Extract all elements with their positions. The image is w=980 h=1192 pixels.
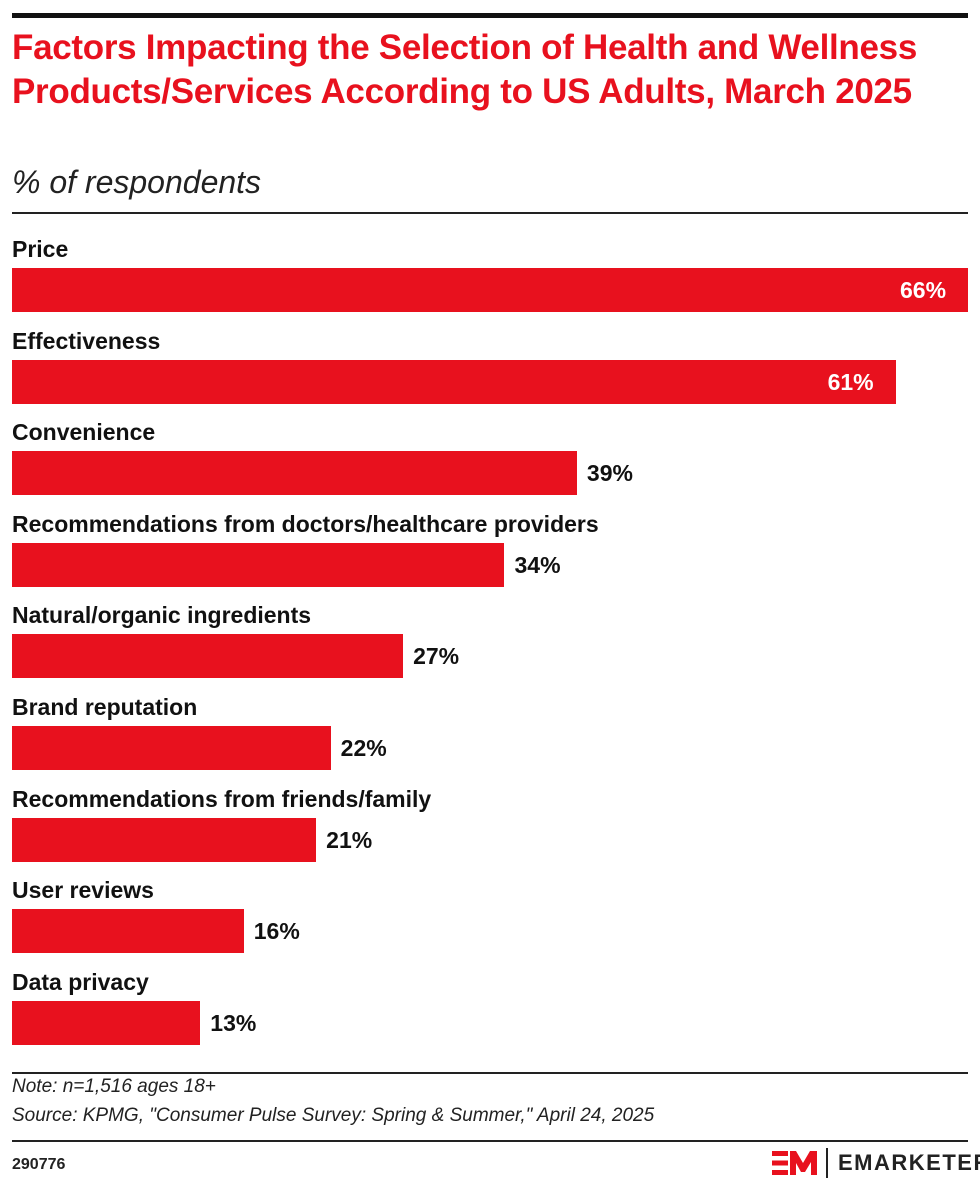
- logo-separator: [826, 1148, 828, 1178]
- value-label: 21%: [326, 826, 373, 853]
- chart-title: Factors Impacting the Selection of Healt…: [12, 28, 918, 111]
- chart-subtitle: % of respondents: [12, 164, 262, 200]
- bar: [12, 542, 505, 587]
- category-label: Natural/organic ingredients: [12, 602, 312, 629]
- em-logo-icon: [772, 1151, 817, 1175]
- note: Note: n=1,516 ages 18+: [12, 1076, 216, 1097]
- bar: [12, 451, 577, 496]
- bar: [12, 268, 968, 312]
- bar: [12, 726, 331, 770]
- header-divider: [12, 212, 968, 214]
- value-label: 66%: [900, 277, 947, 303]
- footer-divider: [12, 1072, 968, 1074]
- bar: [12, 359, 896, 404]
- value-label: 22%: [340, 735, 387, 761]
- category-label: Brand reputation: [12, 694, 198, 720]
- bottom-divider: [12, 1140, 968, 1142]
- bar: [12, 817, 317, 862]
- category-label: Recommendations from friends/family: [12, 785, 432, 812]
- value-label: 34%: [514, 551, 561, 578]
- value-label: 16%: [253, 918, 300, 945]
- emarketer-logo: EMARKETER: [772, 1148, 980, 1178]
- source: Source: KPMG, "Consumer Pulse Survey: Sp…: [12, 1105, 655, 1126]
- category-label: Recommendations from doctors/healthcare …: [12, 510, 599, 537]
- top-bar: [12, 13, 968, 18]
- brand-name: EMARKETER: [838, 1150, 980, 1175]
- bar: [12, 1000, 201, 1045]
- chart-id: 290776: [12, 1156, 66, 1173]
- category-label: Data privacy: [12, 968, 149, 995]
- category-label: Convenience: [12, 419, 156, 446]
- category-label: Price: [12, 236, 69, 262]
- value-label: 13%: [210, 1009, 257, 1036]
- bar: [12, 634, 404, 679]
- category-label: Effectiveness: [12, 327, 161, 354]
- bar: [12, 909, 244, 954]
- value-label: 61%: [827, 368, 874, 395]
- category-label: User reviews: [12, 877, 154, 904]
- value-label: 27%: [413, 643, 460, 670]
- value-label: 39%: [586, 460, 633, 487]
